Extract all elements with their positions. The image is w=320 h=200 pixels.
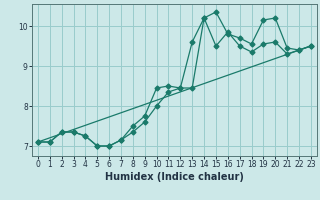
X-axis label: Humidex (Indice chaleur): Humidex (Indice chaleur) bbox=[105, 172, 244, 182]
